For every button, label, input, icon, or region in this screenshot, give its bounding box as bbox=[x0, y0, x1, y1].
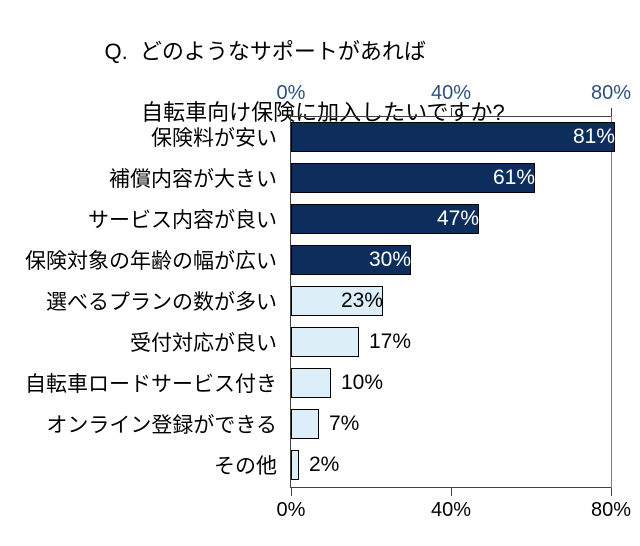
chart-title-line1: Q. どのようなサポートがあれば bbox=[104, 39, 425, 64]
value-label: 2% bbox=[309, 453, 339, 477]
bar bbox=[291, 450, 299, 480]
axis-label: 0% bbox=[277, 499, 306, 522]
value-label: 47% bbox=[291, 207, 479, 231]
category-label: サービス内容が良い bbox=[88, 204, 277, 234]
axis-label: 40% bbox=[431, 499, 471, 522]
axis-tick bbox=[451, 488, 452, 496]
axis-tick bbox=[611, 488, 612, 496]
bar-row: 自転車ロードサービス付き10% bbox=[291, 368, 611, 398]
axis-tick bbox=[291, 488, 292, 496]
bar-row: 選べるプランの数が多い23% bbox=[291, 286, 611, 316]
axis-top-border bbox=[291, 116, 611, 117]
value-label: 17% bbox=[369, 330, 411, 354]
bar-row: その他2% bbox=[291, 450, 611, 480]
axis-label: 40% bbox=[431, 82, 471, 105]
value-label: 10% bbox=[341, 371, 383, 395]
category-label: 受付対応が良い bbox=[130, 327, 277, 357]
value-label: 7% bbox=[329, 412, 359, 436]
axis-tick bbox=[291, 108, 292, 116]
category-label: 選べるプランの数が多い bbox=[46, 286, 277, 316]
category-label: 自転車ロードサービス付き bbox=[25, 368, 277, 398]
category-label: 保険対象の年齢の幅が広い bbox=[25, 245, 277, 275]
category-label: オンライン登録ができる bbox=[46, 409, 277, 439]
value-label: 23% bbox=[291, 289, 383, 313]
value-label: 30% bbox=[291, 248, 411, 272]
axis-label: 80% bbox=[591, 499, 631, 522]
axis-tick bbox=[451, 108, 452, 116]
chart-root: Q. どのようなサポートがあれば 自転車向け保険に加入したいですか? 0%0%4… bbox=[0, 0, 640, 546]
bar-row: 受付対応が良い17% bbox=[291, 327, 611, 357]
bar bbox=[291, 327, 359, 357]
bar-row: 保険対象の年齢の幅が広い30% bbox=[291, 245, 611, 275]
axis-label: 0% bbox=[277, 82, 306, 105]
axis-tick bbox=[611, 108, 612, 116]
bar bbox=[291, 368, 331, 398]
category-label: 保険料が安い bbox=[151, 122, 277, 152]
axis-label: 80% bbox=[591, 82, 631, 105]
bar-row: サービス内容が良い47% bbox=[291, 204, 611, 234]
bar-row: オンライン登録ができる7% bbox=[291, 409, 611, 439]
bar-row: 補償内容が大きい61% bbox=[291, 163, 611, 193]
plot-area: 0%0%40%40%80%80%保険料が安い81%補償内容が大きい61%サービス… bbox=[290, 116, 612, 488]
bar bbox=[291, 409, 319, 439]
bar-row: 保険料が安い81% bbox=[291, 122, 611, 152]
value-label: 61% bbox=[291, 166, 535, 190]
category-label: 補償内容が大きい bbox=[109, 163, 277, 193]
value-label: 81% bbox=[291, 125, 615, 149]
category-label: その他 bbox=[214, 450, 277, 480]
